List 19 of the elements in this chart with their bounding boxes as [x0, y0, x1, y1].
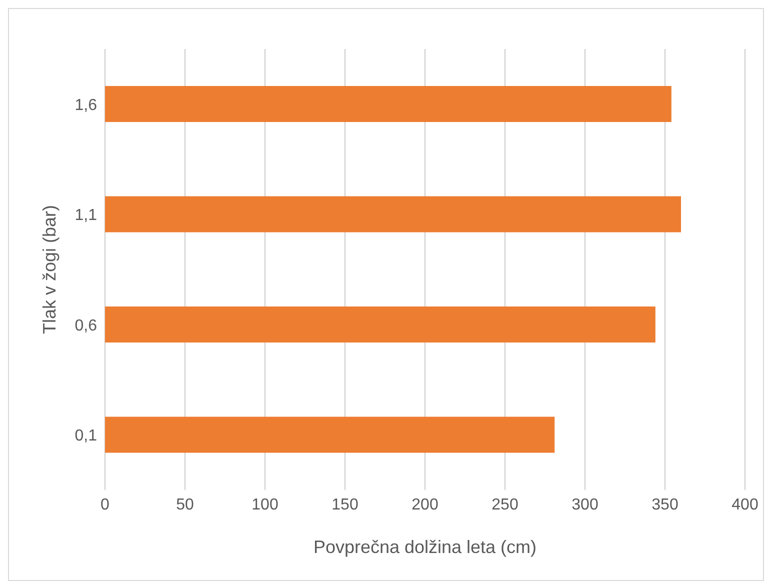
y-tick-label: 0,6 — [74, 317, 98, 334]
bar — [105, 306, 656, 342]
bar — [105, 416, 555, 453]
x-tick-label: 100 — [252, 496, 278, 514]
x-axis-title: Povprečna dolžina leta (cm) — [313, 536, 537, 557]
x-tick-label: 300 — [572, 496, 598, 514]
y-tick-label: 1,6 — [74, 96, 98, 114]
x-tick-label: 200 — [412, 496, 438, 514]
x-tick-label: 150 — [332, 496, 358, 514]
y-axis-title: Tlak v žogi (bar) — [39, 204, 60, 334]
y-tick-label: 1,1 — [74, 207, 98, 224]
bar — [105, 196, 681, 232]
x-tick-label: 50 — [176, 496, 194, 514]
x-tick-label: 400 — [732, 496, 758, 514]
bar — [105, 86, 672, 122]
x-tick-label: 250 — [492, 496, 518, 514]
x-tick-label: 350 — [652, 496, 678, 514]
y-tick-label: 0,1 — [74, 428, 98, 445]
x-tick-label: 0 — [100, 496, 110, 514]
